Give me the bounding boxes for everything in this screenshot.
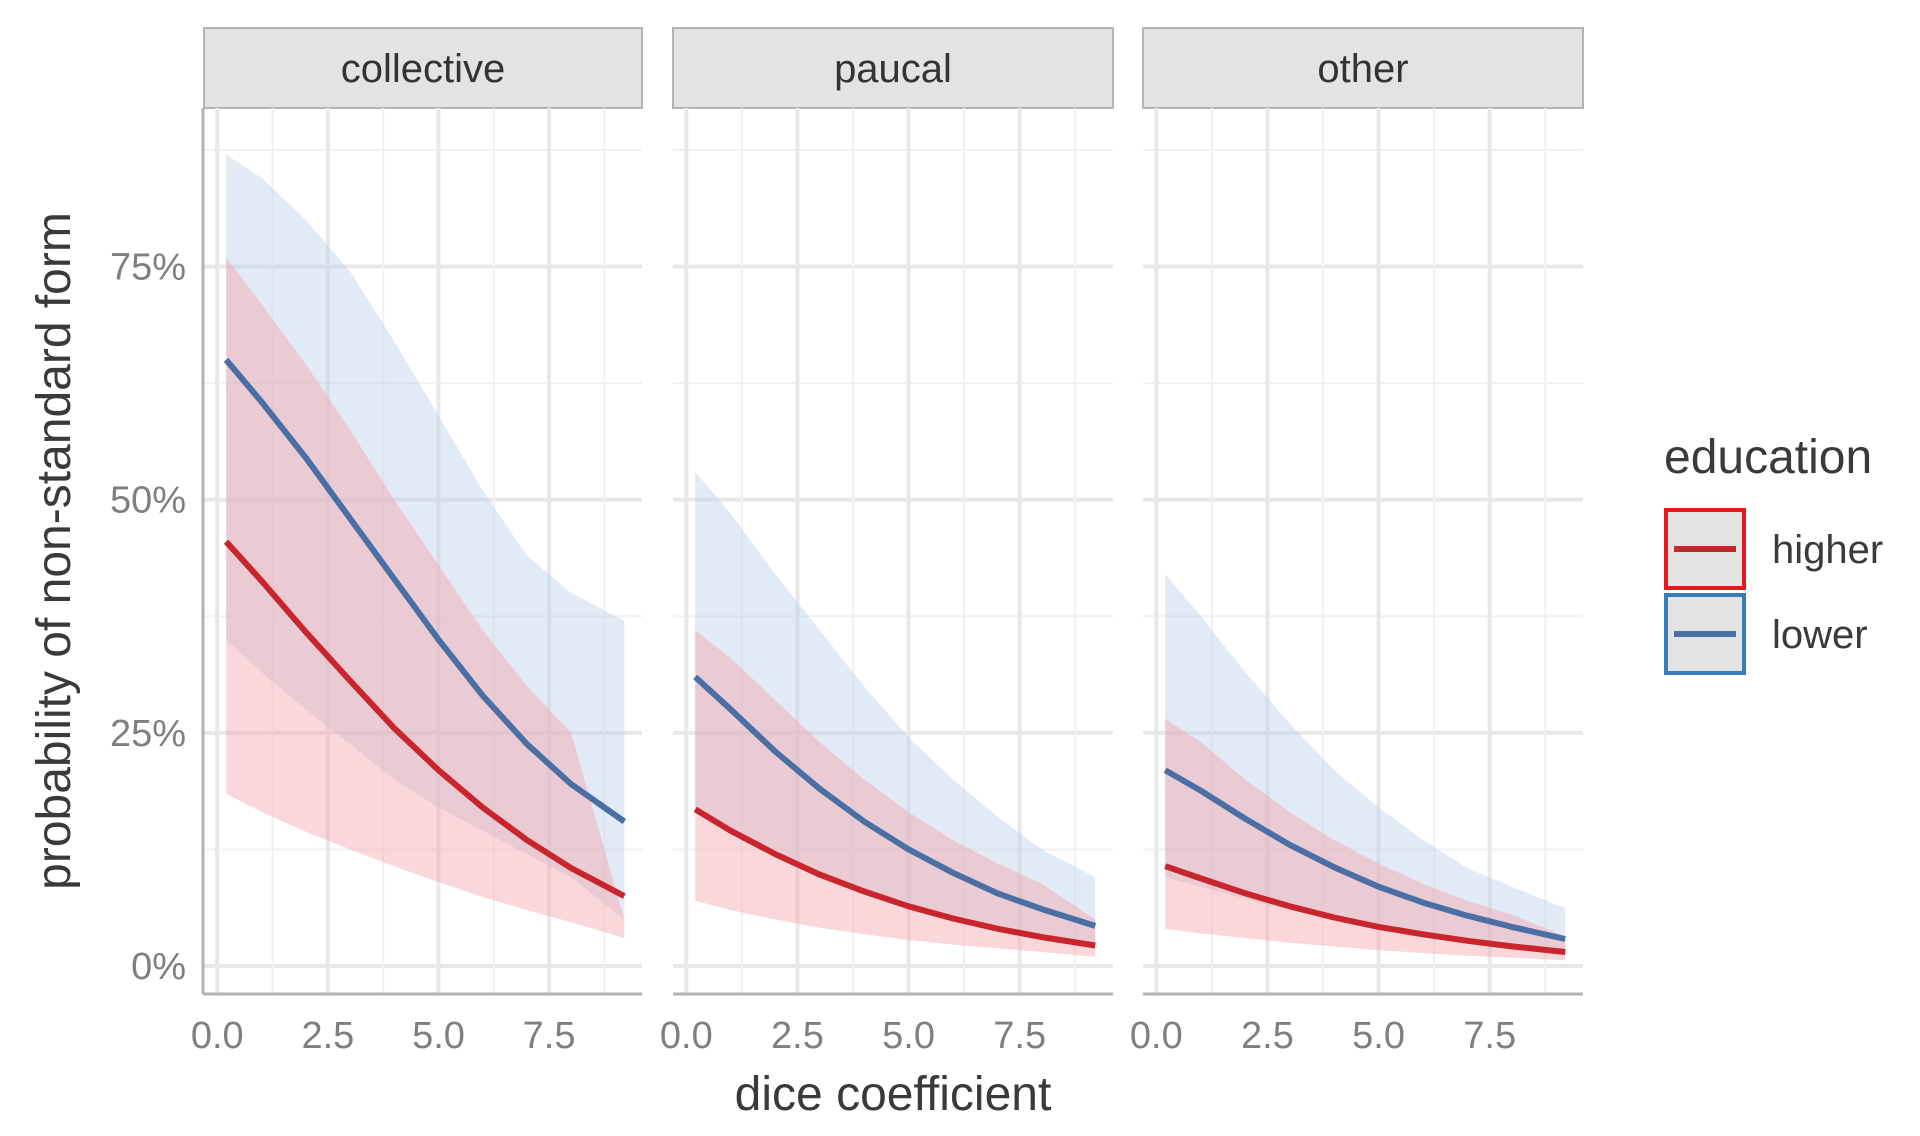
legend-label-lower: lower xyxy=(1772,613,1868,657)
series-line-lower xyxy=(1163,767,1566,942)
series-line-higher xyxy=(223,539,626,899)
confidence-band-higher xyxy=(226,257,625,938)
strip-label-collective: collective xyxy=(341,47,506,91)
strip-label-other: other xyxy=(1317,47,1408,91)
strip-background-collective xyxy=(203,27,643,109)
confidence-band-lower xyxy=(226,154,625,920)
x-tick-label: 2.5 xyxy=(771,1015,824,1057)
legend-item-higher: higher xyxy=(1664,508,1883,590)
legend: education higher lower xyxy=(1664,431,1883,675)
plot-area-other xyxy=(1143,108,1583,994)
x-tick-label: 0.0 xyxy=(191,1015,244,1057)
x-tick-label: 5.0 xyxy=(882,1015,935,1057)
x-tick-label: 7.5 xyxy=(1463,1015,1516,1057)
y-tick-label: 25% xyxy=(110,713,186,755)
x-tick-label: 5.0 xyxy=(1352,1015,1405,1057)
confidence-band-higher xyxy=(695,630,1096,957)
y-tick-label: 0% xyxy=(131,946,186,988)
confidence-band-lower xyxy=(1165,574,1566,953)
series-line-higher xyxy=(1164,863,1566,955)
panel-other: other 0.0 2.5 5.0 7.5 xyxy=(1130,27,1584,1057)
y-axis-title: probability of non-standard form xyxy=(28,212,81,890)
x-tick-label: 2.5 xyxy=(301,1015,354,1057)
confidence-band-lower xyxy=(695,471,1096,946)
x-tick-label: 7.5 xyxy=(993,1015,1046,1057)
strip-background-paucal xyxy=(672,27,1114,109)
y-tick-label: 50% xyxy=(110,480,186,522)
legend-label-higher: higher xyxy=(1772,528,1883,572)
plot-area-collective xyxy=(204,108,642,994)
series-line-lower xyxy=(223,357,627,824)
x-tick-label: 0.0 xyxy=(660,1015,713,1057)
x-tick-label: 7.5 xyxy=(523,1015,576,1057)
x-axis-title: dice coefficient xyxy=(735,1068,1052,1121)
x-tick-label: 2.5 xyxy=(1241,1015,1294,1057)
plot-area-paucal xyxy=(673,108,1113,994)
strip-background-other xyxy=(1142,27,1584,109)
legend-item-lower: lower xyxy=(1664,593,1868,675)
panel-paucal: paucal 0.0 2.5 5.0 7.5 xyxy=(660,27,1114,1057)
legend-title: education xyxy=(1664,431,1872,484)
strip-label-paucal: paucal xyxy=(834,47,952,91)
series-line-lower xyxy=(693,674,1097,929)
x-tick-label: 5.0 xyxy=(412,1015,465,1057)
y-tick-label: 75% xyxy=(110,247,186,289)
panel-collective: collective 0.0 2.5 5.0 7.5 xyxy=(191,27,643,1057)
x-tick-label: 0.0 xyxy=(1130,1015,1183,1057)
series-line-higher xyxy=(693,806,1096,949)
